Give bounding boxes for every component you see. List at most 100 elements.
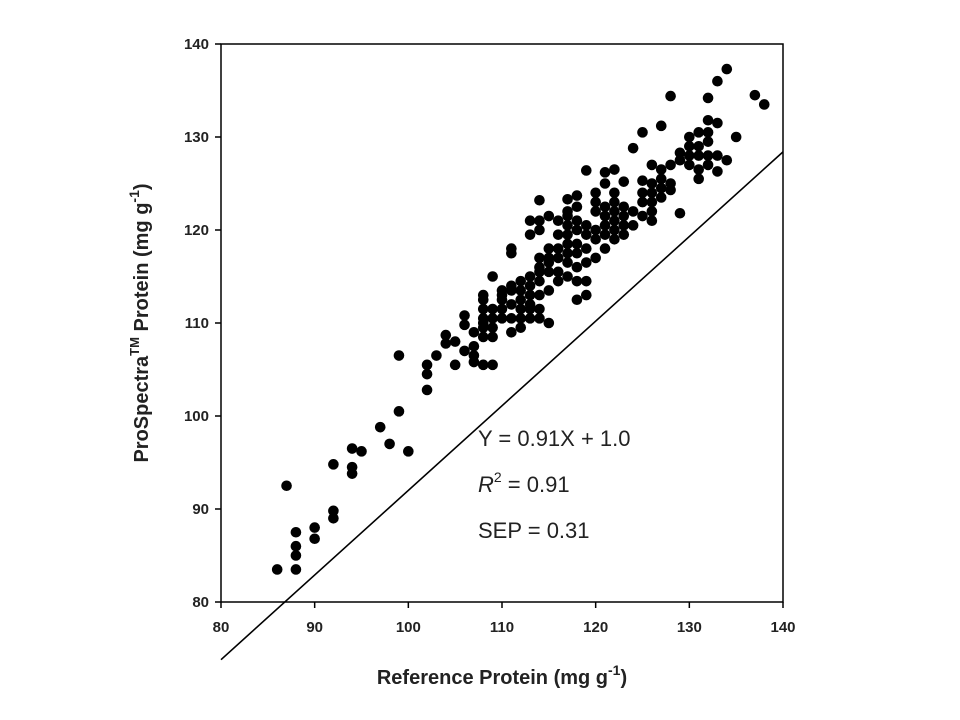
data-point bbox=[506, 243, 517, 254]
data-point bbox=[562, 238, 573, 250]
data-point bbox=[702, 92, 714, 104]
regression-line bbox=[220, 151, 784, 661]
data-point bbox=[543, 285, 555, 296]
data-point bbox=[693, 173, 704, 185]
data-point bbox=[581, 165, 592, 176]
data-point bbox=[590, 252, 601, 264]
data-point bbox=[506, 280, 517, 292]
x-tick-label: 130 bbox=[677, 619, 702, 636]
data-point bbox=[618, 220, 630, 231]
data-point bbox=[552, 266, 564, 278]
data-point bbox=[599, 167, 611, 178]
data-point bbox=[487, 359, 498, 371]
data-point bbox=[534, 313, 545, 324]
data-point bbox=[655, 120, 667, 132]
data-point bbox=[749, 89, 761, 101]
data-point bbox=[590, 234, 601, 245]
data-point bbox=[609, 206, 620, 217]
data-point bbox=[552, 243, 564, 254]
data-point bbox=[637, 175, 648, 187]
data-point bbox=[459, 310, 470, 321]
data-point bbox=[721, 63, 733, 75]
data-point bbox=[421, 359, 433, 371]
data-point bbox=[515, 322, 527, 333]
data-point bbox=[665, 178, 676, 189]
data-point bbox=[618, 229, 630, 240]
data-point bbox=[637, 210, 648, 222]
data-point bbox=[552, 215, 564, 226]
data-point bbox=[524, 215, 536, 226]
data-point bbox=[646, 178, 658, 189]
data-point bbox=[571, 294, 583, 306]
data-point bbox=[534, 261, 545, 273]
y-tick-label: 80 bbox=[192, 594, 209, 611]
data-point bbox=[571, 215, 583, 226]
data-point bbox=[421, 384, 433, 396]
data-point bbox=[477, 289, 489, 301]
data-point bbox=[487, 322, 498, 333]
data-point bbox=[290, 540, 302, 552]
data-point bbox=[684, 150, 695, 161]
data-point bbox=[655, 164, 667, 175]
data-point bbox=[552, 275, 564, 287]
data-point bbox=[590, 196, 601, 208]
data-point bbox=[328, 459, 339, 470]
data-point bbox=[581, 257, 592, 268]
data-point bbox=[712, 117, 723, 129]
data-point bbox=[618, 201, 630, 213]
data-point bbox=[590, 187, 601, 199]
data-point bbox=[468, 350, 480, 361]
data-point bbox=[581, 220, 592, 231]
data-point bbox=[431, 350, 442, 361]
data-point bbox=[496, 289, 508, 301]
data-point bbox=[346, 461, 358, 473]
data-point bbox=[562, 194, 573, 205]
data-point bbox=[524, 313, 536, 324]
data-point bbox=[384, 438, 395, 450]
data-point bbox=[562, 257, 573, 268]
data-point bbox=[534, 252, 545, 264]
data-point bbox=[665, 90, 676, 102]
x-tick-label: 80 bbox=[213, 619, 230, 636]
y-tick-label: 100 bbox=[184, 408, 209, 425]
data-point bbox=[712, 150, 723, 161]
x-tick-label: 110 bbox=[490, 619, 514, 636]
data-point bbox=[599, 243, 611, 254]
sep-annotation: SEP = 0.31 bbox=[478, 518, 590, 543]
data-point bbox=[655, 192, 667, 203]
data-point bbox=[581, 243, 592, 254]
data-point bbox=[487, 271, 498, 282]
x-tick-label: 120 bbox=[583, 619, 608, 636]
data-point bbox=[627, 206, 639, 217]
data-point bbox=[506, 327, 517, 338]
data-point bbox=[440, 329, 452, 341]
regression-equation: Y = 0.91X + 1.0 bbox=[478, 426, 631, 451]
data-point bbox=[552, 229, 564, 240]
x-axis: 80 90 100 110 120 130 140 bbox=[213, 602, 796, 636]
data-point bbox=[534, 289, 545, 301]
data-point bbox=[693, 150, 704, 161]
data-point bbox=[487, 303, 498, 315]
x-tick-label: 100 bbox=[396, 619, 421, 636]
data-point bbox=[487, 313, 498, 324]
data-point bbox=[524, 271, 536, 282]
data-point bbox=[693, 164, 704, 175]
data-point bbox=[290, 526, 302, 538]
data-point bbox=[543, 243, 555, 254]
data-point bbox=[515, 303, 527, 315]
data-point bbox=[328, 513, 339, 524]
data-point bbox=[403, 446, 414, 457]
data-point bbox=[534, 194, 545, 206]
data-point bbox=[599, 201, 611, 213]
data-point bbox=[646, 196, 658, 208]
data-point bbox=[702, 114, 714, 126]
data-point bbox=[571, 247, 583, 259]
data-point bbox=[599, 178, 611, 189]
data-point bbox=[618, 210, 630, 222]
data-point bbox=[477, 303, 489, 315]
y-tick-label: 120 bbox=[184, 222, 209, 239]
data-point bbox=[543, 210, 555, 222]
data-point bbox=[609, 164, 620, 175]
data-point bbox=[627, 142, 639, 154]
